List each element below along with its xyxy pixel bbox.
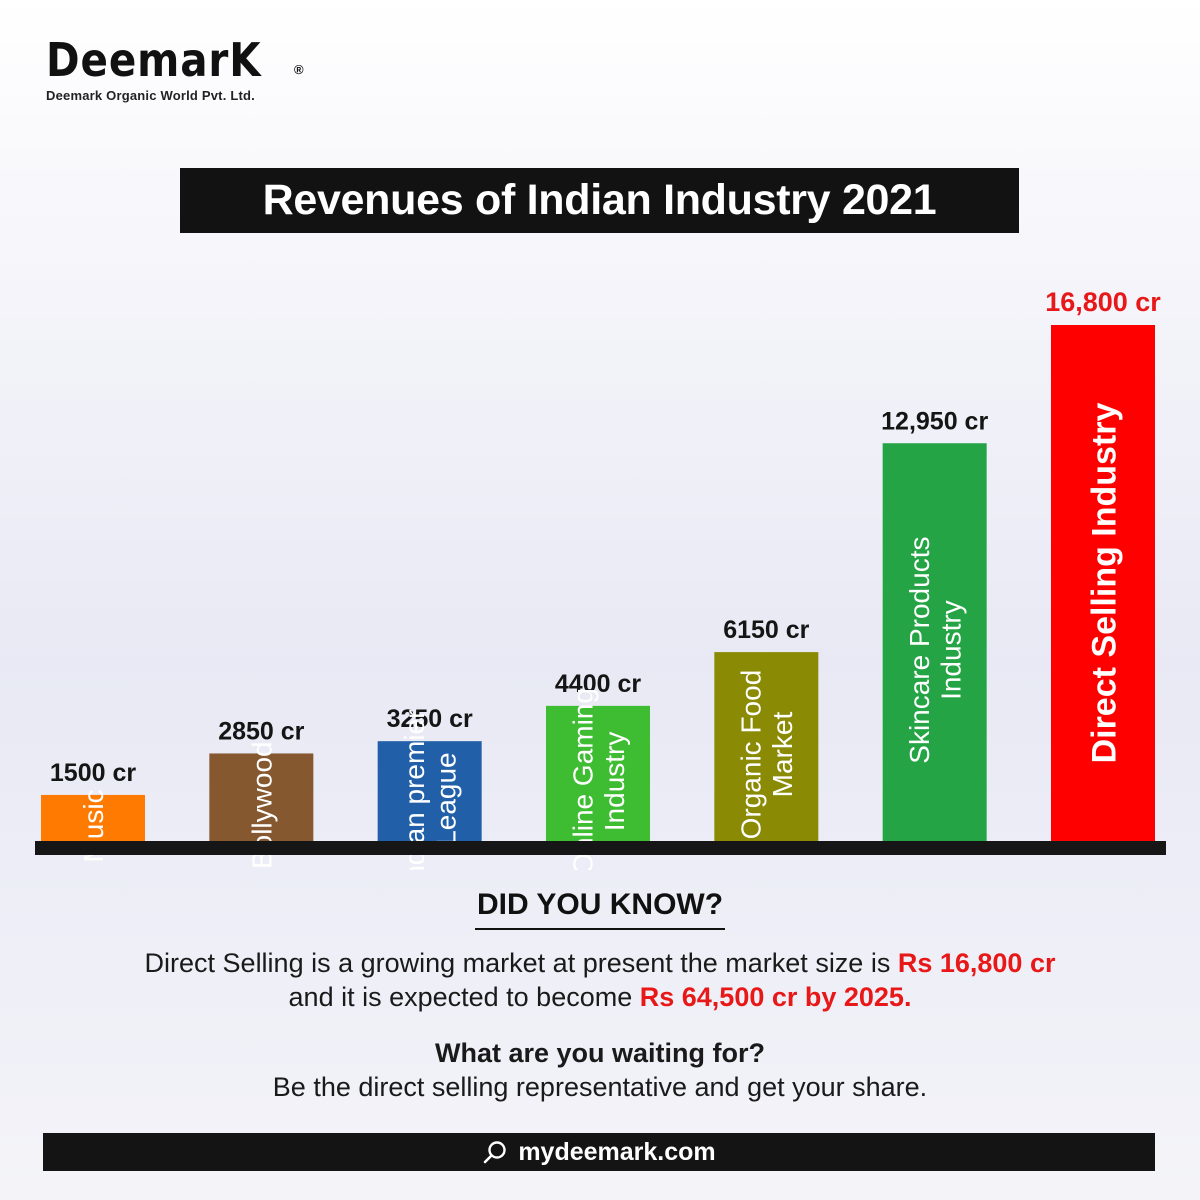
category-label-line: Industry (935, 600, 966, 700)
value-label-5: 6150 cr (723, 616, 809, 644)
category-label-line: Online Gaming (567, 688, 598, 870)
category-label-5: Organic FoodMarket (736, 670, 798, 840)
value-label-6: 12,950 cr (881, 407, 988, 435)
footer-bar[interactable]: mydeemark.com (43, 1133, 1155, 1171)
chart-baseline (35, 841, 1166, 855)
brand-block: DeemarK ® Deemark Organic World Pvt. Ltd… (46, 33, 304, 103)
category-label-line: Organic Food (736, 670, 767, 840)
did-you-know-line-2: and it is expected to become Rs 64,500 c… (0, 980, 1200, 1014)
value-label-1: 1500 cr (50, 759, 136, 787)
forecast-highlight: Rs 64,500 cr by 2025. (639, 982, 912, 1012)
bar-7 (1051, 325, 1155, 841)
category-label-line: Skincare Products (904, 537, 935, 764)
category-label-line: Market (767, 712, 798, 798)
value-label-7: 16,800 cr (1045, 287, 1161, 317)
call-to-action: What are you waiting for? Be the direct … (0, 1036, 1200, 1104)
search-icon (484, 1141, 507, 1164)
website-link[interactable]: mydeemark.com (518, 1137, 716, 1166)
line-2-text: and it is expected to become (288, 982, 640, 1012)
category-label-6: Skincare ProductsIndustry (904, 537, 966, 764)
cta-question: What are you waiting for? (434, 1038, 765, 1068)
value-label-3: 3250 cr (387, 705, 473, 733)
brand-logo: DeemarK (46, 33, 262, 87)
bar-6 (882, 443, 987, 841)
bar-5 (714, 652, 819, 841)
line-1-text: Direct Selling is a growing market at pr… (144, 948, 898, 978)
bar-4 (546, 705, 650, 841)
bar-2 (209, 753, 314, 841)
category-label-line: Direct Selling Industry (1085, 402, 1123, 763)
chart-title: Revenues of Indian Industry 2021 (180, 168, 1019, 233)
category-label-7: Direct Selling Industry (1085, 402, 1123, 763)
value-label-2: 2850 cr (218, 717, 304, 745)
bar-3 (377, 741, 482, 841)
category-label-line: League (430, 752, 461, 845)
cta-message: Be the direct selling representative and… (272, 1072, 928, 1102)
category-label-4: Online GamingIndustry (567, 688, 629, 870)
category-label-line: Industry (599, 732, 630, 832)
registered-mark: ® (294, 62, 304, 77)
did-you-know-line-1: Direct Selling is a growing market at pr… (0, 946, 1200, 980)
market-size-highlight: Rs 16,800 cr (897, 948, 1056, 978)
value-label-4: 4400 cr (555, 670, 641, 698)
did-you-know-heading: DID YOU KNOW? (474, 888, 726, 930)
company-name: Deemark Organic World Pvt. Ltd. (46, 88, 255, 103)
did-you-know-section: DID YOU KNOW? (0, 888, 1200, 930)
bar-1 (41, 794, 145, 841)
did-you-know-text: Direct Selling is a growing market at pr… (0, 946, 1200, 1014)
